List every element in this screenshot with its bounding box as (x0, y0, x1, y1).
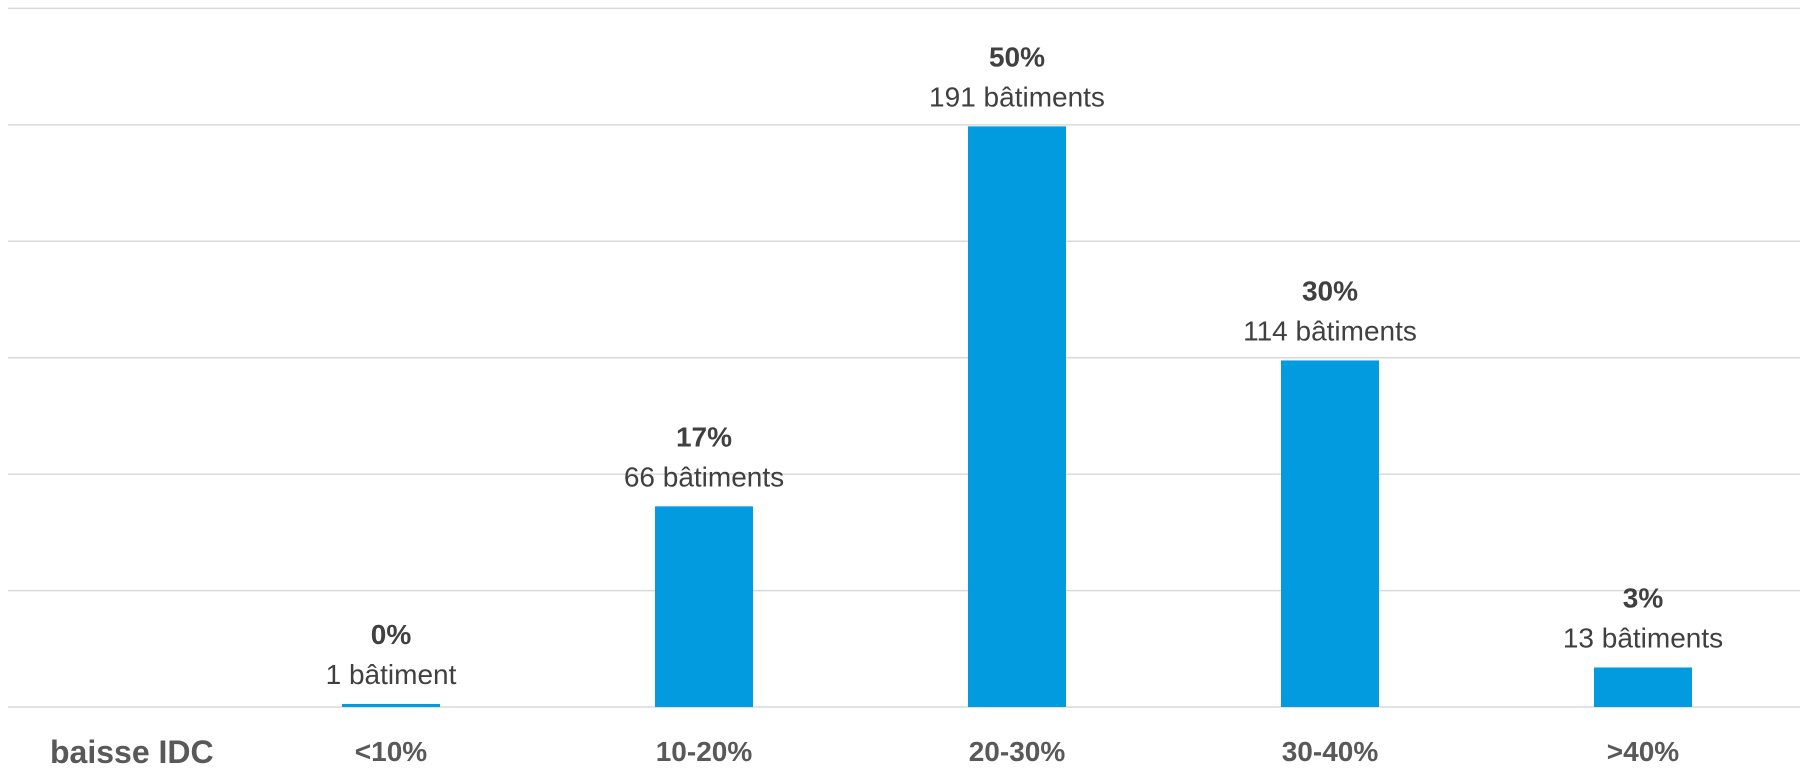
bar (655, 506, 753, 707)
count-label: 114 bâtiments (1243, 315, 1417, 346)
x-tick-label: 20-30% (969, 736, 1066, 767)
gridlines (8, 7, 1800, 708)
count-label: 191 bâtiments (929, 81, 1105, 112)
bars (342, 126, 1692, 708)
x-tick-labels: <10% 10-20% 20-30% 30-40% >40% (355, 736, 1679, 767)
x-tick-label: >40% (1607, 736, 1679, 767)
x-tick-label: 10-20% (656, 736, 753, 767)
percent-label: 30% (1302, 275, 1358, 306)
bar (1281, 360, 1379, 707)
percent-label: 17% (676, 421, 732, 452)
x-axis-title: baisse IDC (50, 734, 214, 770)
x-tick-label: <10% (355, 736, 427, 767)
count-label: 13 bâtiments (1563, 622, 1723, 653)
percent-label: 3% (1623, 582, 1664, 613)
count-label: 66 bâtiments (624, 461, 784, 492)
data-labels: 0% 1 bâtiment 17% 66 bâtiments 50% 191 bâtime… (326, 41, 1724, 690)
bar (968, 126, 1066, 708)
x-tick-label: 30-40% (1282, 736, 1379, 767)
percent-label: 0% (371, 619, 412, 650)
count-label: 1 bâtiment (326, 659, 457, 690)
bar (1594, 667, 1692, 707)
bar (342, 703, 440, 707)
percent-label: 50% (989, 41, 1045, 72)
